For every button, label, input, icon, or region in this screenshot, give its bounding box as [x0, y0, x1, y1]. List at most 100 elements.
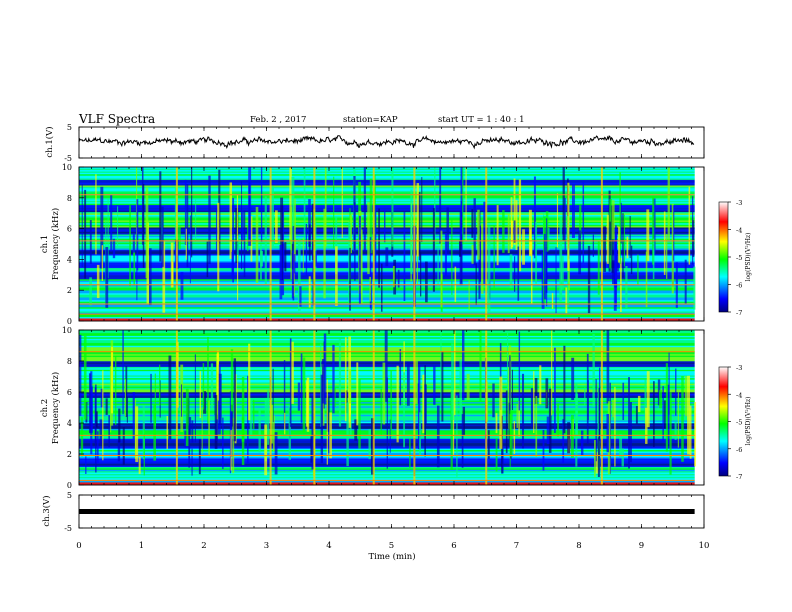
ch2-spec-streak: [321, 359, 325, 404]
ch1-spec-row: [79, 183, 695, 186]
ch1-spec-colorbar-tick-label: -3: [736, 199, 742, 207]
ch1-spec-streak: [513, 256, 516, 292]
ch2-spec-streak: [323, 333, 327, 405]
station-label: station=KAP: [343, 115, 398, 125]
ch2-spec-streak: [230, 430, 232, 471]
ch2-spec-colorbar-tick-label: -4: [736, 391, 742, 399]
ch1-spec-streak: [89, 220, 92, 264]
ch1-spec-row: [79, 189, 695, 192]
ch1-spec-streak: [533, 176, 536, 259]
ch1-spec-streak: [592, 234, 594, 257]
ch1-spec-ytick-label: 10: [62, 163, 72, 172]
ch1-spec-streak: [369, 276, 371, 302]
ch2-spec-streak: [216, 350, 220, 401]
ch2-spec-streak: [562, 419, 565, 463]
ch2-spec-streak: [117, 440, 121, 462]
ch1-spec-streak: [264, 196, 267, 285]
ch2-spec-streak: [85, 456, 87, 474]
ch1-spec-streak: [579, 205, 582, 238]
ch1-spec-streak: [136, 264, 138, 301]
ch2-spec-streak: [548, 388, 552, 453]
ch3-ylabel: ch.3(V): [41, 495, 52, 526]
ch1-spec-streak: [335, 217, 338, 275]
ch1-spec-streak: [663, 211, 666, 275]
ch1-spec-streak: [363, 167, 366, 252]
ch1-spec-row: [79, 301, 695, 304]
ch1-spec-streak: [100, 186, 104, 269]
ch1-spec-row: [79, 217, 695, 220]
ch2-spec-streak: [554, 347, 556, 433]
ch1-spec-streak: [159, 171, 162, 262]
ch2-spec-streak: [629, 402, 632, 463]
ch1-spec-streak: [522, 229, 525, 265]
ch2-spec-row: [79, 472, 695, 475]
ch1-spec-row: [79, 232, 695, 235]
ch1-spec-streak: [341, 167, 343, 238]
ch1-spec-row: [79, 272, 695, 274]
ch1-spec-row: [79, 207, 695, 210]
ch1-spec-row: [79, 316, 695, 319]
ch1-spectrogram-image: [79, 167, 696, 322]
ch1-spec-streak: [349, 214, 352, 254]
ch2-spec-streak: [668, 352, 670, 415]
ch1-spec-colorbar-tick-label: -7: [736, 309, 742, 317]
ch1-spec-streak: [129, 205, 131, 287]
ch2-spec-streak: [90, 386, 93, 433]
ch1-spec-streak: [564, 197, 566, 253]
ch1-spec-streak: [369, 178, 373, 254]
ch2-spec-streak: [272, 415, 275, 452]
ch1-spectrogram-panel: 0 2 4 6 8 10 ch.1 Frequency (kHz) -3 -4 -5 -6 -7 …: [40, 163, 752, 326]
ch2-spec-streak: [191, 448, 193, 476]
ch2-spec-streak: [433, 366, 436, 405]
ch2-spec-streak: [79, 334, 82, 416]
ch2-spec-streak: [567, 422, 571, 454]
ch2-spec-streak: [571, 357, 575, 401]
ch1-spec-ytick-label: 6: [67, 225, 72, 234]
ch2-spec-streak: [248, 343, 251, 421]
ch1-spec-streak: [562, 167, 565, 241]
ch1-spec-streak: [652, 238, 655, 279]
ch2-spec-streak: [311, 395, 314, 470]
ch1-spec-streak: [305, 223, 308, 277]
ch1-spec-streak: [260, 244, 262, 280]
ch1-spec-streak: [232, 198, 234, 283]
ch2-spec-streak: [594, 440, 596, 477]
start-time-label: start UT = 1 : 40 : 1: [438, 115, 525, 125]
ch2-spec-streak: [202, 363, 205, 410]
ch1-spec-streak: [645, 251, 648, 308]
ch1-spec-row: [79, 315, 695, 318]
ch2-spec-streak: [338, 339, 342, 427]
ch2-spec-streak: [521, 373, 525, 449]
ch2-spec-streak: [518, 400, 520, 437]
ch2-spec-streak: [533, 371, 535, 434]
ch2-spec-streak: [88, 373, 92, 434]
ch1-spec-streak: [693, 266, 696, 310]
ch2-spec-streak: [194, 354, 196, 443]
ch2-spec-row: [79, 483, 695, 486]
ch2-spec-streak: [358, 379, 361, 449]
ch1-spec-streak: [543, 233, 547, 300]
ch2-spec-streak: [326, 397, 330, 432]
ch1-spec-streak: [565, 287, 568, 314]
ch1-spec-streak: [323, 208, 326, 299]
ch1-spec-streak: [284, 242, 287, 272]
ch1-spec-row: [79, 235, 695, 238]
ch2-spec-streak: [502, 448, 504, 474]
ch2-spec-ytick-label: 8: [67, 357, 72, 366]
ch2-spec-streak: [229, 391, 231, 474]
ch2-spec-streak: [511, 369, 514, 411]
ch2-spec-streak: [283, 360, 286, 429]
x-tick-label: 9: [639, 541, 644, 551]
ch1-spec-streak: [666, 234, 668, 279]
ch2-spec-streak: [135, 406, 139, 463]
ch2-spec-streak: [132, 392, 135, 440]
ch1-spec-streak: [391, 167, 394, 247]
ch1-spec-streak: [487, 225, 491, 312]
ch2-spec-streak: [597, 387, 600, 478]
ch1-spec-streak: [692, 220, 695, 257]
x-tick-label: 3: [264, 541, 269, 551]
ch2-spec-ytick-label: 2: [67, 450, 72, 459]
ch1-spec-row: [79, 223, 695, 225]
ch1-spec-streak: [630, 245, 633, 275]
